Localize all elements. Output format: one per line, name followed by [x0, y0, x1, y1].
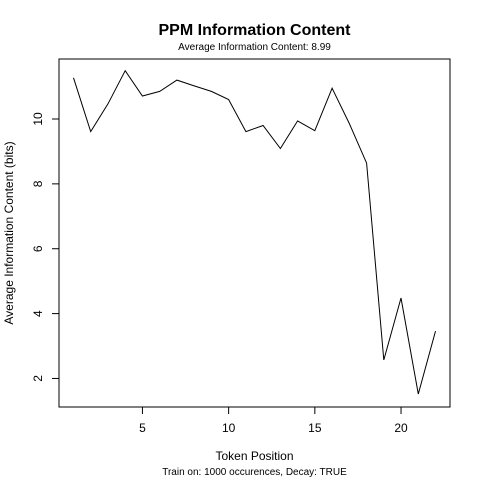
- x-tick-label: 5: [139, 421, 146, 435]
- y-axis-label: Average Information Content (bits): [2, 141, 16, 324]
- y-tick-label: 8: [31, 180, 45, 187]
- x-tick-label: 20: [394, 421, 408, 435]
- chart-subtitle: Average Information Content: 8.99: [178, 42, 331, 53]
- plot-area: [73, 69, 436, 395]
- x-axis-label: Token Position: [215, 449, 293, 463]
- chart-caption: Train on: 1000 occurences, Decay: TRUE: [162, 467, 347, 478]
- y-tick-label: 6: [31, 245, 45, 252]
- x-axis: 5 10 15 20: [139, 407, 408, 435]
- series-line: [73, 69, 436, 395]
- x-tick-label: 10: [222, 421, 236, 435]
- x-tick-label: 15: [308, 421, 322, 435]
- y-tick-label: 2: [31, 375, 45, 382]
- plot-frame: [58, 58, 451, 408]
- y-tick-label: 4: [31, 310, 45, 317]
- chart-title: PPM Information Content: [159, 22, 352, 39]
- y-axis: 2 4 6 8 10: [31, 112, 59, 382]
- y-tick-label: 10: [31, 112, 45, 126]
